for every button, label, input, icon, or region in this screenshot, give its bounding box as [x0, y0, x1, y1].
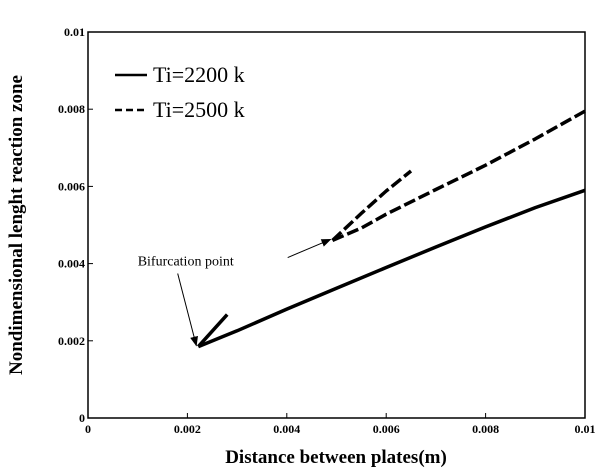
plot-frame: [87, 31, 586, 419]
series-2-branch-1: [331, 109, 586, 243]
annotation-bifurcation-point: Bifurcation point: [138, 255, 234, 270]
series-1-branch-2: [197, 313, 229, 348]
y-tick-label-1: 0.002: [58, 334, 85, 348]
legend-label-ti-2500: Ti=2500 k: [153, 97, 245, 122]
y-tick-label-3: 0.006: [58, 179, 85, 193]
series-lines: [197, 109, 586, 349]
series-2-branch-2: [331, 169, 413, 242]
annotation: Bifurcation point: [138, 238, 332, 347]
x-tick-label-4: 0.008: [472, 422, 499, 436]
legend-label-ti-2200: Ti=2200 k: [153, 62, 245, 87]
axis-ticks: 0 0.002 0.004 0.006 0.008 0.01 0 0.002 0.004 0.00…: [58, 25, 596, 436]
x-tick-label-0: 0: [85, 422, 91, 436]
y-axis-title: Nondimensional lenght reaction zone: [6, 75, 27, 375]
x-axis-title: Distance between plates(m): [225, 447, 447, 468]
series-1-branch-1: [197, 188, 586, 349]
x-tick-label-2: 0.004: [273, 422, 300, 436]
annotation-arrow-2: [287, 238, 332, 258]
x-tick-label-5: 0.01: [575, 422, 596, 436]
y-tick-label-4: 0.008: [58, 102, 85, 116]
y-tick-label-0: 0: [79, 411, 85, 425]
y-tick-label-2: 0.004: [58, 257, 85, 271]
x-tick-label-3: 0.006: [373, 422, 400, 436]
legend: Ti=2200 k Ti=2500 k: [115, 62, 245, 122]
x-tick-label-1: 0.002: [174, 422, 201, 436]
annotation-arrow-1: [177, 273, 198, 347]
y-tick-label-5: 0.01: [64, 25, 85, 39]
